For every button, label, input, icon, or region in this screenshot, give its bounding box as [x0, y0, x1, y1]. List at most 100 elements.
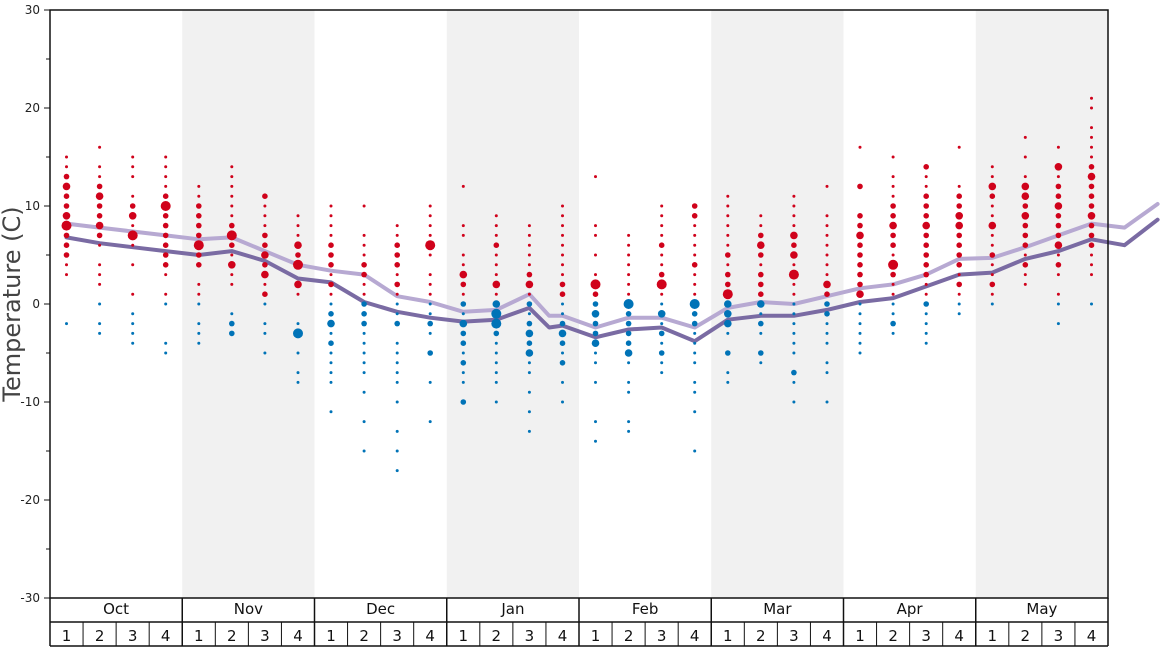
y-tick-label: 20: [25, 101, 40, 115]
warm-observation-dot: [759, 263, 763, 267]
cold-observation-dot: [362, 390, 366, 394]
cold-observation-dot: [527, 361, 531, 365]
warm-observation-dot: [129, 203, 136, 209]
cold-observation-dot: [329, 331, 333, 335]
warm-observation-dot: [660, 224, 664, 228]
warm-observation-dot: [956, 252, 962, 258]
warm-observation-dot: [989, 252, 996, 258]
y-tick-label: 0: [32, 297, 40, 311]
cold-observation-dot: [98, 331, 102, 335]
cold-observation-dot: [362, 331, 366, 335]
warm-observation-dot: [824, 291, 830, 298]
warm-observation-dot: [726, 243, 730, 247]
warm-observation-dot: [96, 183, 103, 190]
cold-observation-dot: [858, 341, 862, 345]
week-label: 2: [95, 627, 105, 645]
warm-observation-dot: [1056, 253, 1060, 257]
week-label: 4: [1087, 627, 1097, 645]
warm-observation-dot: [693, 243, 697, 247]
cold-observation-dot: [327, 319, 335, 328]
warm-observation-dot: [461, 224, 465, 228]
warm-observation-dot: [395, 233, 399, 237]
cold-observation-dot: [395, 380, 399, 384]
warm-observation-dot: [660, 263, 664, 267]
warm-observation-dot: [955, 221, 963, 230]
warm-observation-dot: [956, 242, 962, 248]
cold-observation-dot: [491, 318, 502, 329]
warm-observation-dot: [196, 203, 202, 209]
cold-observation-dot: [759, 331, 763, 335]
cold-observation-dot: [491, 308, 502, 319]
warm-observation-dot: [594, 233, 597, 237]
cold-observation-dot: [460, 340, 467, 347]
y-tick-label: -20: [20, 493, 40, 507]
month-label-feb: Feb: [632, 600, 659, 618]
warm-observation-dot: [890, 271, 896, 278]
warm-observation-dot: [1088, 193, 1095, 199]
warm-observation-dot: [428, 204, 432, 208]
cold-observation-dot: [890, 320, 896, 327]
cold-observation-dot: [924, 331, 928, 335]
warm-observation-dot: [660, 253, 664, 257]
cold-observation-dot: [858, 351, 862, 355]
cold-observation-dot: [693, 449, 697, 453]
warm-observation-dot: [1021, 192, 1030, 200]
cold-observation-dot: [693, 410, 697, 414]
warm-observation-dot: [990, 273, 994, 277]
cold-observation-dot: [759, 361, 763, 365]
cold-observation-dot: [197, 331, 201, 335]
cold-observation-dot: [591, 310, 600, 318]
cold-observation-dot: [1090, 302, 1093, 306]
warm-observation-dot: [627, 243, 631, 247]
warm-observation-dot: [1023, 282, 1027, 286]
warm-observation-dot: [428, 224, 432, 228]
cold-observation-dot: [427, 350, 434, 356]
cold-observation-dot: [561, 400, 564, 404]
warm-observation-dot: [923, 271, 929, 278]
warm-observation-dot: [98, 145, 102, 149]
cold-observation-dot: [461, 371, 465, 375]
cold-observation-dot: [527, 312, 531, 316]
week-label: 4: [690, 627, 700, 645]
warm-observation-dot: [131, 243, 135, 247]
warm-observation-dot: [262, 291, 268, 298]
cold-observation-dot: [362, 351, 366, 355]
warm-observation-dot: [494, 233, 498, 237]
cold-observation-dot: [891, 312, 895, 316]
warm-observation-dot: [128, 212, 137, 220]
cold-observation-dot: [361, 311, 367, 317]
warm-observation-dot: [792, 224, 796, 228]
warm-observation-dot: [230, 282, 234, 286]
warm-observation-dot: [428, 253, 432, 257]
cold-observation-dot: [693, 390, 697, 394]
warm-observation-dot: [990, 233, 994, 237]
cold-observation-dot: [492, 300, 501, 308]
cold-observation-dot: [693, 361, 697, 365]
average-lines: [64, 202, 1160, 344]
month-label-nov: Nov: [234, 600, 263, 618]
cold-observation-dot: [395, 341, 399, 345]
warm-observation-dot: [561, 214, 564, 218]
warm-observation-dot: [1056, 273, 1060, 277]
cold-observation-dot: [726, 331, 730, 335]
warm-observation-dot: [856, 231, 864, 240]
cold-observation-dot: [792, 400, 796, 404]
warm-observation-dot: [1055, 232, 1062, 239]
cold-observation-dot: [362, 420, 366, 424]
warm-observation-dot: [1055, 183, 1062, 190]
warm-observation-dot: [527, 292, 531, 296]
cold-observation-dot: [625, 311, 632, 317]
warm-observation-dot: [857, 281, 863, 288]
cold-observation-dot: [891, 302, 895, 306]
cold-observation-dot: [792, 312, 796, 316]
warm-observation-dot: [1088, 183, 1095, 190]
warm-observation-dot: [889, 221, 897, 230]
warm-observation-dot: [561, 224, 564, 228]
warm-observation-dot: [263, 282, 267, 286]
warm-observation-dot: [693, 224, 697, 228]
warm-observation-dot: [428, 282, 432, 286]
warm-observation-dot: [261, 251, 269, 259]
warm-observation-dot: [494, 224, 498, 228]
warm-observation-dot: [1090, 273, 1093, 277]
warm-observation-dot: [328, 281, 334, 288]
